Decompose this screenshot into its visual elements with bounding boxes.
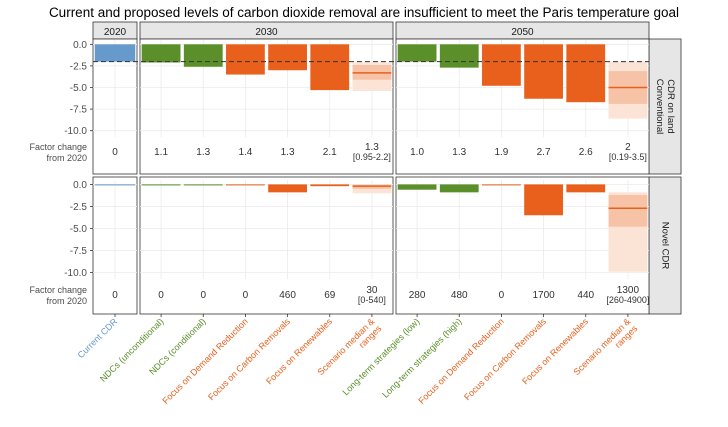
row-label-0: CDR on land	[665, 79, 676, 133]
bar	[226, 184, 265, 186]
bar	[183, 184, 223, 186]
bar	[94, 44, 136, 62]
factor-change-label: 0	[243, 290, 249, 301]
factor-change-label: 69	[324, 290, 336, 301]
panel-5: 280 480 0 1700 440 1300[260-4900]	[395, 176, 650, 315]
facet-label-2050: 2050	[511, 27, 534, 38]
factor-change-label: [0.19-3.5]	[609, 152, 647, 162]
row-strip-1	[648, 176, 682, 315]
y-tick-label: -7.5	[70, 105, 88, 116]
bar	[183, 44, 223, 67]
bar	[268, 184, 307, 193]
factor-change-label: 0	[112, 290, 118, 301]
factor-change-axis-label: Factor change	[29, 285, 87, 295]
factor-change-label: [260-4900]	[606, 295, 649, 305]
panel-2: 1.0 1.3 1.9 2.7 2.6 2[0.19-3.5]	[395, 38, 650, 175]
x-category-label: Long-term strategies (high)	[380, 316, 463, 399]
factor-change-label: 2	[625, 142, 631, 153]
bar	[566, 184, 606, 193]
bar	[439, 44, 479, 68]
bar	[397, 44, 437, 62]
factor-change-label: [0.95-2.2]	[353, 152, 391, 162]
panel-frame	[139, 176, 394, 315]
row-label-0: Conventional	[654, 79, 665, 134]
chart-title: Current and proposed levels of carbon di…	[49, 5, 679, 20]
panel-4: 0 0 0 460 69 30[0-540]	[139, 176, 394, 315]
factor-change-label: 30	[366, 285, 378, 296]
bar	[482, 44, 521, 86]
bar	[524, 44, 563, 99]
factor-change-label: 0	[200, 290, 206, 301]
y-tick-label: -10.0	[64, 126, 87, 137]
factor-change-axis-label: from 2020	[46, 296, 87, 306]
factor-change-label: 0	[158, 290, 164, 301]
panel-frame	[395, 176, 650, 315]
factor-change-label: 1.9	[494, 147, 508, 158]
y-tick-label: -2.5	[70, 61, 88, 72]
factor-change-label: 480	[451, 290, 468, 301]
bar	[566, 44, 606, 103]
factor-change-label: 1.4	[238, 147, 252, 158]
panel-0: 0	[92, 38, 138, 175]
factor-change-label: 1.3	[365, 142, 379, 153]
bar	[141, 184, 181, 186]
y-tick-label: 0.0	[73, 180, 87, 191]
factor-change-label: 1.1	[154, 147, 168, 158]
y-tick-label: -7.5	[70, 246, 88, 257]
factor-change-label: 280	[409, 290, 426, 301]
facet-label-2030: 2030	[255, 27, 278, 38]
factor-change-label: 440	[577, 290, 594, 301]
x-category-label: Focus on Carbon Removals	[206, 316, 292, 402]
factor-change-label: 2.6	[579, 147, 593, 158]
scenario-range-inner	[608, 194, 648, 227]
factor-change-label: 1.0	[410, 147, 424, 158]
factor-change-label: 1.3	[196, 147, 210, 158]
y-tick-label: -10.0	[64, 268, 87, 279]
bar	[397, 184, 437, 190]
factor-change-label: 1300	[617, 285, 640, 296]
factor-change-label: 2.7	[537, 147, 551, 158]
factor-change-label: [0-540]	[358, 295, 386, 305]
bar	[439, 184, 479, 193]
bar	[141, 44, 181, 63]
bar	[524, 184, 563, 216]
factor-change-axis-label: from 2020	[46, 153, 87, 163]
bar	[482, 184, 521, 186]
factor-change-axis-label: Factor change	[29, 142, 87, 152]
bar	[310, 184, 350, 187]
factor-change-label: 1.3	[452, 147, 466, 158]
factor-change-label: 0	[112, 147, 118, 158]
x-category-label: Focus on Demand Reduction	[416, 316, 506, 406]
row-strip-0	[648, 38, 682, 175]
y-tick-label: -2.5	[70, 202, 88, 213]
factor-change-label: 1700	[532, 290, 555, 301]
factor-change-label: 0	[499, 290, 505, 301]
bar	[268, 44, 307, 71]
row-label-1: Novel CDR	[659, 222, 670, 270]
bar	[226, 44, 265, 75]
x-category-label: Focus on Demand Reduction	[160, 316, 250, 406]
facet-label-2020: 2020	[104, 27, 127, 38]
x-category-label: Focus on Carbon Removals	[462, 316, 548, 402]
x-category-label: Current CDR	[76, 316, 120, 360]
bar	[310, 44, 350, 91]
panel-3: 0	[92, 176, 138, 315]
factor-change-label: 460	[279, 290, 296, 301]
y-tick-label: 0.0	[73, 40, 87, 51]
factor-change-label: 2.1	[323, 147, 337, 158]
bar	[94, 184, 136, 186]
factor-change-label: 1.3	[281, 147, 295, 158]
panel-1: 1.1 1.3 1.4 1.3 2.1 1.3[0.95-2.2]	[139, 38, 394, 175]
y-tick-label: -5.0	[70, 83, 88, 94]
y-tick-label: -5.0	[70, 224, 88, 235]
